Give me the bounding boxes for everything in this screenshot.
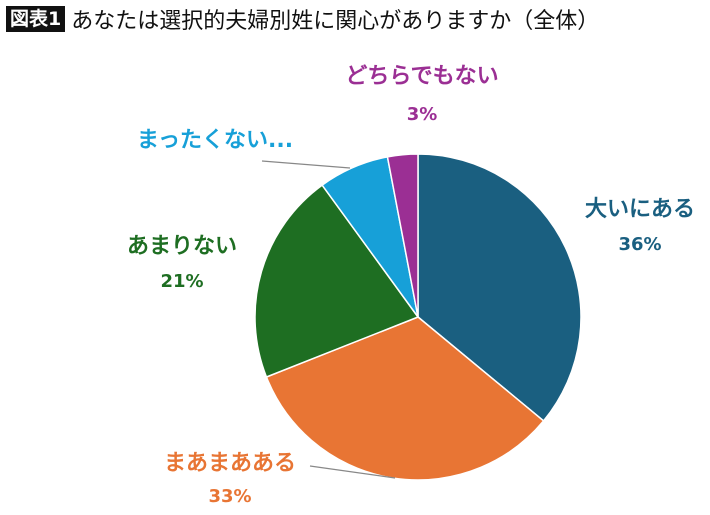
leader-line-1	[309, 465, 396, 479]
pie-slice-4	[386, 153, 419, 318]
slice-label-4: どちらでもない	[345, 64, 498, 89]
chart-title-bar: 図表1 あなたは選択的夫婦別姓に関心がありますか（全体）	[6, 4, 599, 34]
slice-label-2: あまりない	[127, 234, 237, 259]
slice-value-label-4: 3%	[407, 104, 438, 125]
slice-value-label-0: 36%	[618, 234, 661, 255]
leader-line-3	[261, 160, 351, 169]
slice-label-0: 大いにある	[585, 197, 695, 222]
figure-badge: 図表1	[6, 6, 66, 32]
slice-value-label-2: 21%	[160, 271, 203, 292]
slice-value-label-1: 33%	[208, 486, 251, 507]
pie-slice-2	[254, 184, 420, 378]
pie-slice-0	[417, 153, 582, 422]
slice-label-3: まったくない...	[137, 128, 293, 153]
chart-title: あなたは選択的夫婦別姓に関心がありますか（全体）	[71, 9, 600, 34]
slice-label-1: まあまあある	[164, 451, 296, 476]
